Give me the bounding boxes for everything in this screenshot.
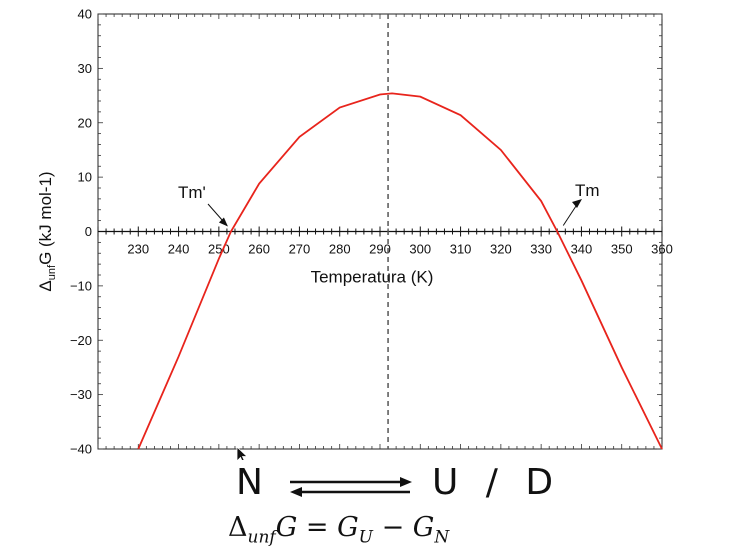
y-axis-label: ΔunfG (kJ mol-1) xyxy=(36,171,58,291)
x-tick-label: 360 xyxy=(651,242,673,257)
annotation-tm-prime: Tm' xyxy=(178,183,206,202)
unfolded-state-label: U / D xyxy=(432,462,562,503)
native-state-label: N xyxy=(236,462,263,503)
x-tick-label: 240 xyxy=(168,242,190,257)
data-series-line xyxy=(137,92,663,450)
y-tick-label: −40 xyxy=(70,442,92,457)
annotation-arrowhead-icon xyxy=(218,217,228,227)
equilibrium-scheme: N U / D xyxy=(0,462,737,510)
formula-unf: unf xyxy=(247,527,276,548)
free-energy-formula: ΔunfG = GU − GN xyxy=(228,512,449,547)
x-tick-label: 280 xyxy=(329,242,351,257)
y-tick-label: −20 xyxy=(70,333,92,348)
formula-minus: − xyxy=(372,512,413,543)
x-tick-label: 290 xyxy=(369,242,391,257)
x-tick-label: 320 xyxy=(490,242,512,257)
y-axis-label-rest: G (kJ mol-1) xyxy=(36,171,55,265)
x-tick-label: 340 xyxy=(571,242,593,257)
x-tick-label: 310 xyxy=(450,242,472,257)
x-tick-label: 330 xyxy=(530,242,552,257)
y-tick-label: 20 xyxy=(78,115,92,130)
y-axis-label-delta: Δ xyxy=(36,280,55,291)
y-tick-label: −30 xyxy=(70,387,92,402)
formula-u: U xyxy=(358,527,373,548)
formula-n: N xyxy=(434,527,450,548)
x-tick-label: 300 xyxy=(409,242,431,257)
formula-delta: Δ xyxy=(228,512,248,543)
x-axis-ticks: 230 240 250 260 270 280 290 300 310 320 330 340 350 3… xyxy=(97,226,673,257)
x-axis-label: Temperatura (K) xyxy=(311,268,434,287)
annotation-arrowhead-icon xyxy=(572,199,582,208)
formula-g: G xyxy=(275,512,298,543)
annotations: Tm' Tm xyxy=(178,181,600,227)
annotation-tm: Tm xyxy=(575,181,600,200)
y-tick-label: 30 xyxy=(78,61,92,76)
equilibrium-arrows-icon xyxy=(290,477,412,497)
y-tick-label: 10 xyxy=(78,170,92,185)
x-tick-label: 350 xyxy=(611,242,633,257)
y-tick-label: −10 xyxy=(70,278,92,293)
chart-svg: 230 240 250 260 270 280 290 300 310 320 330 340 350 3… xyxy=(36,7,673,460)
x-tick-label: 230 xyxy=(127,242,149,257)
mouse-cursor-icon xyxy=(236,446,249,460)
x-tick-label: 270 xyxy=(289,242,311,257)
y-axis-label-sub: unf xyxy=(46,264,58,280)
x-tick-label: 260 xyxy=(248,242,270,257)
y-axis-ticks: −40 −30 −20 −10 0 10 20 30 40 xyxy=(70,7,92,457)
formula-gn: G xyxy=(412,512,435,543)
y-tick-label: 40 xyxy=(78,7,92,22)
y-tick-label: 0 xyxy=(85,224,92,239)
formula-gu: G xyxy=(337,512,359,543)
formula-equals: = xyxy=(297,512,338,543)
annotation-arrow-line xyxy=(562,202,579,226)
